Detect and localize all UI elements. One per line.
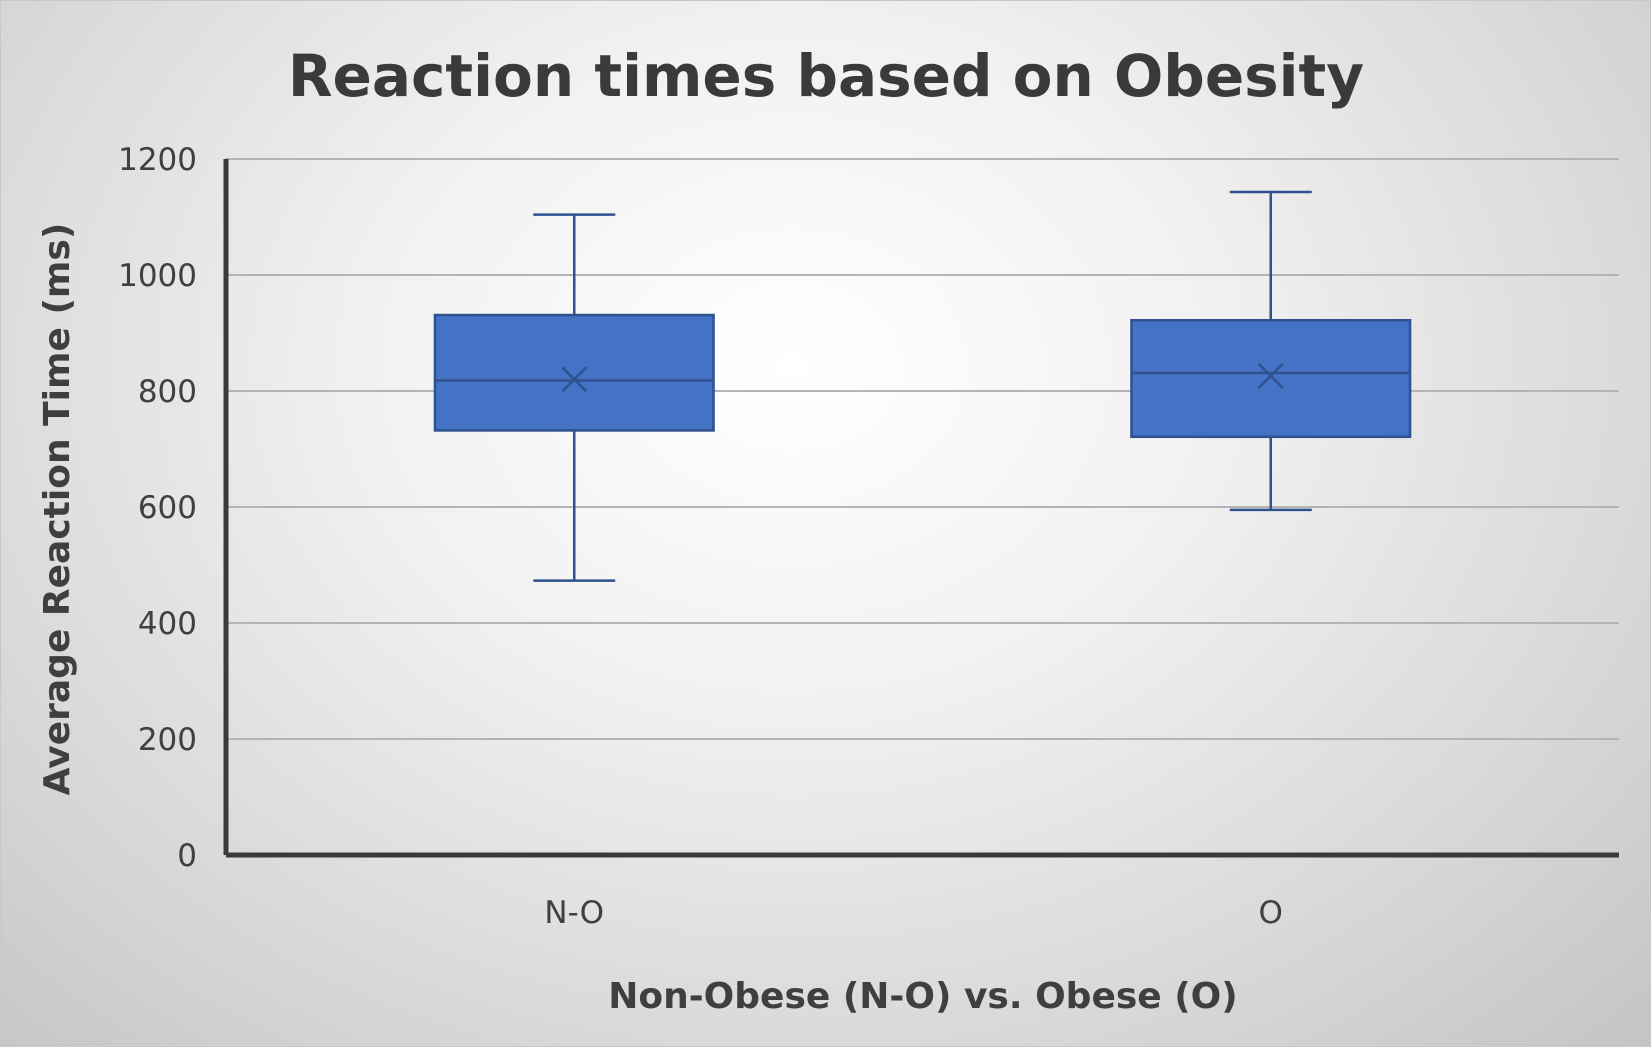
y-axis-title: Average Reaction Time (ms) (37, 223, 78, 796)
gridlines (226, 158, 1619, 740)
x-axis-title: Non-Obese (N-O) vs. Obese (O) (608, 976, 1238, 1017)
axes (223, 159, 1619, 858)
y-tick-label: 200 (138, 722, 197, 758)
y-tick-labels: 0 200 400 600 800 1000 1200 (118, 142, 197, 874)
x-category-label: O (1259, 895, 1283, 931)
y-tick-label: 800 (138, 374, 197, 410)
chart-title: Reaction times based on Obesity (288, 42, 1364, 110)
x-category-label: N-O (544, 895, 604, 931)
box-o (1130, 190, 1412, 512)
iqr-box (433, 313, 715, 432)
x-category-labels: N-O O (544, 895, 1283, 931)
mean-marker (1257, 363, 1284, 389)
y-tick-label: 1000 (118, 258, 197, 294)
box-n-o (433, 213, 715, 582)
iqr-box (1130, 318, 1412, 439)
y-tick-label: 0 (177, 838, 197, 874)
y-tick-label: 400 (138, 606, 197, 642)
mean-marker (561, 366, 588, 393)
box-series (433, 190, 1412, 582)
y-tick-label: 1200 (118, 142, 197, 178)
y-tick-label: 600 (138, 490, 197, 526)
